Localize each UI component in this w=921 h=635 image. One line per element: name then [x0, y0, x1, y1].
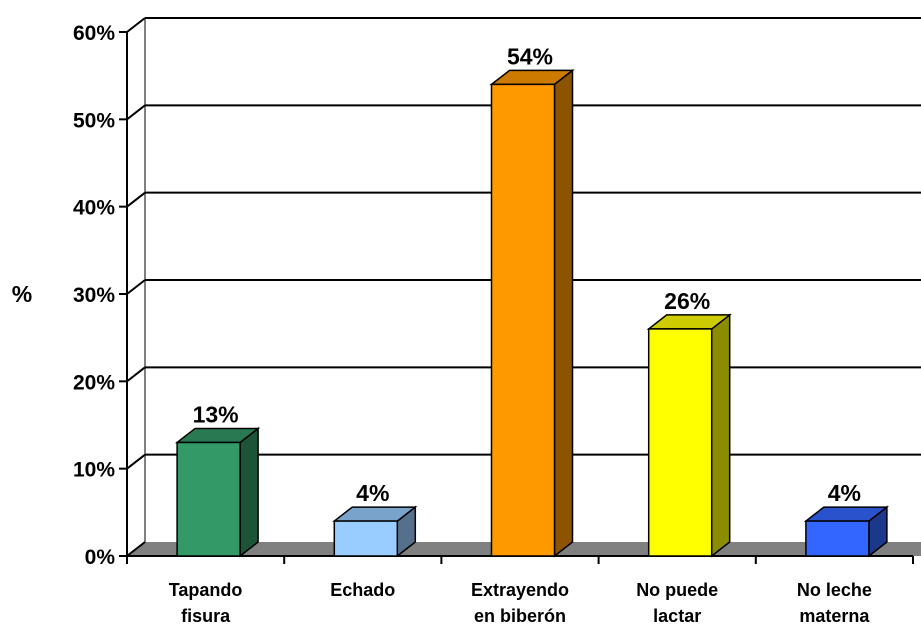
- y-tick-label: 50%: [73, 109, 115, 132]
- labels: 13% Tapando fisura 4% Echado 54% Extrayendo en …: [169, 43, 872, 626]
- data-label: 54%: [507, 43, 553, 69]
- data-label: 26%: [664, 288, 710, 314]
- y-tick-label: 40%: [73, 197, 115, 220]
- bar: [646, 313, 732, 558]
- bar: [489, 68, 575, 558]
- gridline-side: [126, 17, 146, 33]
- y-tick-label: 10%: [73, 459, 115, 482]
- x-tick-label: Echado: [330, 580, 395, 600]
- x-tick-label: lactar: [653, 606, 701, 626]
- gridline-side: [126, 279, 146, 295]
- bar-front: [490, 83, 556, 557]
- data-label: 4%: [356, 480, 389, 506]
- x-tick-label: fisura: [181, 606, 231, 626]
- axes: 0% 10% 20% 30% 40% 50% 60%: [73, 22, 914, 569]
- y-axis-title: %: [12, 281, 32, 307]
- bar-side: [710, 313, 731, 558]
- y-tick-label: 0%: [85, 546, 116, 569]
- y-tick-label: 60%: [73, 22, 115, 45]
- bar: [803, 505, 890, 558]
- gridline-side: [126, 191, 146, 208]
- bars: [174, 68, 890, 558]
- gridline-side: [126, 366, 146, 383]
- data-label: 13%: [193, 401, 239, 427]
- y-tick-label: 20%: [73, 371, 115, 394]
- bar-front: [805, 520, 870, 557]
- bar-side: [553, 68, 574, 558]
- x-tick-label: No puede: [636, 580, 718, 600]
- bar: [332, 505, 418, 558]
- x-tick-label: Extrayendo: [471, 580, 569, 600]
- gridline-side: [126, 104, 146, 121]
- y-tick-label: 30%: [73, 284, 115, 307]
- bar-side: [239, 426, 259, 558]
- x-tick-label: No leche: [797, 580, 872, 600]
- gridline-side: [126, 453, 146, 470]
- x-tick-label: materna: [799, 606, 870, 626]
- x-tick-label: Tapando: [169, 580, 243, 600]
- bar: [174, 426, 261, 558]
- gridline-side: [126, 541, 146, 557]
- data-label: 4%: [828, 480, 861, 506]
- bar-front: [647, 328, 713, 557]
- x-tick-label: en biberón: [474, 606, 566, 626]
- bar-front: [176, 441, 241, 557]
- bar-front: [333, 520, 399, 557]
